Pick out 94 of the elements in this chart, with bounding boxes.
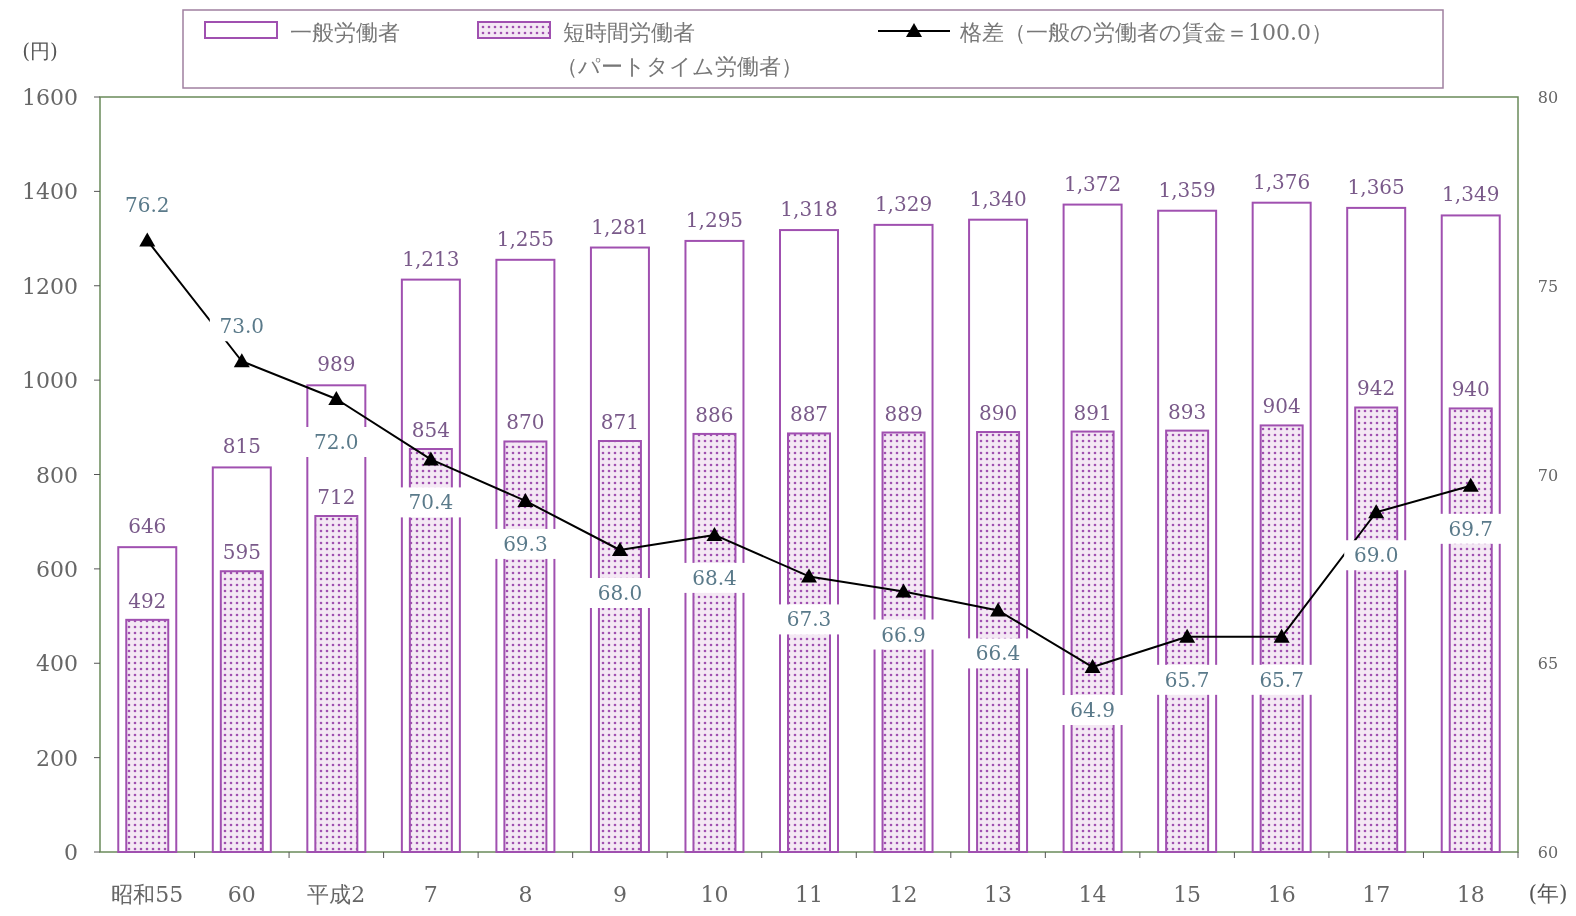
point <box>706 526 723 541</box>
data-label: 889 <box>884 401 923 426</box>
data-label: 854 <box>411 418 450 443</box>
x-tick-label: 60 <box>227 882 256 907</box>
x-tick-label: 18 <box>1456 882 1485 907</box>
data-label: 940 <box>1451 377 1490 402</box>
point <box>990 602 1007 617</box>
data-label: 871 <box>600 410 640 434</box>
x-tick-label: 11 <box>795 882 823 907</box>
x-axis-title: (年) <box>1528 881 1568 906</box>
y-tick-label: 200 <box>36 745 78 771</box>
x-tick-label: 昭和55 <box>111 882 184 907</box>
data-label: 1,213 <box>402 246 460 271</box>
x-tick-label: 15 <box>1173 882 1202 907</box>
data-label: 1,359 <box>1158 177 1216 202</box>
data-label: 66.9 <box>881 622 926 647</box>
data-label: 65.7 <box>1164 667 1210 692</box>
x-tick-label: 10 <box>700 882 729 907</box>
data-label: 870 <box>506 410 545 435</box>
data-label: 68.0 <box>597 581 643 605</box>
y-tick-label: 0 <box>64 840 78 865</box>
data-label: 646 <box>128 514 167 539</box>
x-tick-label: 9 <box>612 882 627 907</box>
x-tick-label: 7 <box>423 882 438 907</box>
y2-tick-label: 65 <box>1537 654 1559 674</box>
point <box>1462 477 1479 492</box>
data-label: 76.2 <box>125 193 170 218</box>
x-tick-label: 8 <box>518 882 533 907</box>
data-label: 815 <box>222 434 261 459</box>
x-tick-label: 14 <box>1078 882 1107 907</box>
point <box>611 542 628 556</box>
point <box>422 451 439 466</box>
data-label: 492 <box>128 588 167 613</box>
point <box>895 583 912 598</box>
y-tick-label: 800 <box>36 462 78 488</box>
data-label: 67.3 <box>786 607 832 632</box>
data-label: 893 <box>1168 399 1207 424</box>
data-label: 891 <box>1073 400 1112 425</box>
data-label: 942 <box>1357 376 1396 401</box>
point <box>139 232 156 247</box>
point <box>233 353 250 368</box>
y2-tick-label: 80 <box>1537 88 1559 107</box>
legend-label: 短時間労働者（パートタイム労働者） <box>556 20 803 79</box>
y-tick-label: 1400 <box>22 179 78 205</box>
data-label: 712 <box>317 485 356 510</box>
point <box>801 568 817 583</box>
y-tick-label: 1200 <box>22 273 78 299</box>
data-label: 64.9 <box>1070 698 1115 723</box>
point <box>1179 628 1196 643</box>
point <box>517 492 534 507</box>
data-label: 66.4 <box>975 641 1021 666</box>
y2-tick-label: 60 <box>1537 843 1559 862</box>
data-label: 887 <box>789 402 829 427</box>
y-tick-label: 1000 <box>22 368 78 394</box>
data-label: 595 <box>222 540 261 565</box>
x-tick-label: 12 <box>889 882 918 907</box>
data-label: 890 <box>978 401 1018 426</box>
data-label: 1,365 <box>1347 174 1405 199</box>
data-label: 886 <box>695 402 734 427</box>
x-tick-label: 17 <box>1362 882 1391 907</box>
point <box>1084 659 1101 674</box>
point <box>1368 504 1385 519</box>
data-label: 69.0 <box>1353 543 1399 568</box>
data-label: 1,281 <box>591 214 649 239</box>
data-label: 1,349 <box>1442 182 1500 207</box>
data-label: 1,372 <box>1063 171 1122 196</box>
data-label: 1,376 <box>1253 169 1311 194</box>
point <box>1273 628 1290 643</box>
x-tick-label: 平成2 <box>307 882 366 907</box>
x-tick-label: 16 <box>1267 882 1296 907</box>
data-label: 1,340 <box>969 186 1027 211</box>
y-tick-label: 1600 <box>22 85 78 110</box>
data-label: 1,318 <box>780 197 838 222</box>
data-label: 1,255 <box>496 226 555 251</box>
data-label: 904 <box>1262 394 1301 419</box>
data-label: 65.7 <box>1259 667 1304 692</box>
data-label: 72.0 <box>314 430 359 454</box>
legend-label: 格差（一般の労働者の賃金＝100.0） <box>959 20 1333 45</box>
data-label: 68.4 <box>692 565 737 590</box>
data-label: 1,329 <box>874 191 933 216</box>
y-tick-label: 400 <box>36 651 78 677</box>
y2-tick-label: 75 <box>1537 276 1559 296</box>
y-axis-title: (円) <box>22 39 58 63</box>
y2-tick-label: 70 <box>1537 465 1559 485</box>
data-label: 1,295 <box>685 207 744 232</box>
data-label: 69.7 <box>1448 516 1493 541</box>
x-tick-label: 13 <box>984 882 1013 907</box>
data-label: 69.3 <box>503 531 548 556</box>
y-tick-label: 600 <box>36 556 78 582</box>
point <box>328 391 345 405</box>
data-label: 989 <box>317 352 356 377</box>
data-label: 70.4 <box>408 490 454 515</box>
data-label: 73.0 <box>219 314 265 339</box>
legend-label: 一般労働者 <box>290 20 400 45</box>
